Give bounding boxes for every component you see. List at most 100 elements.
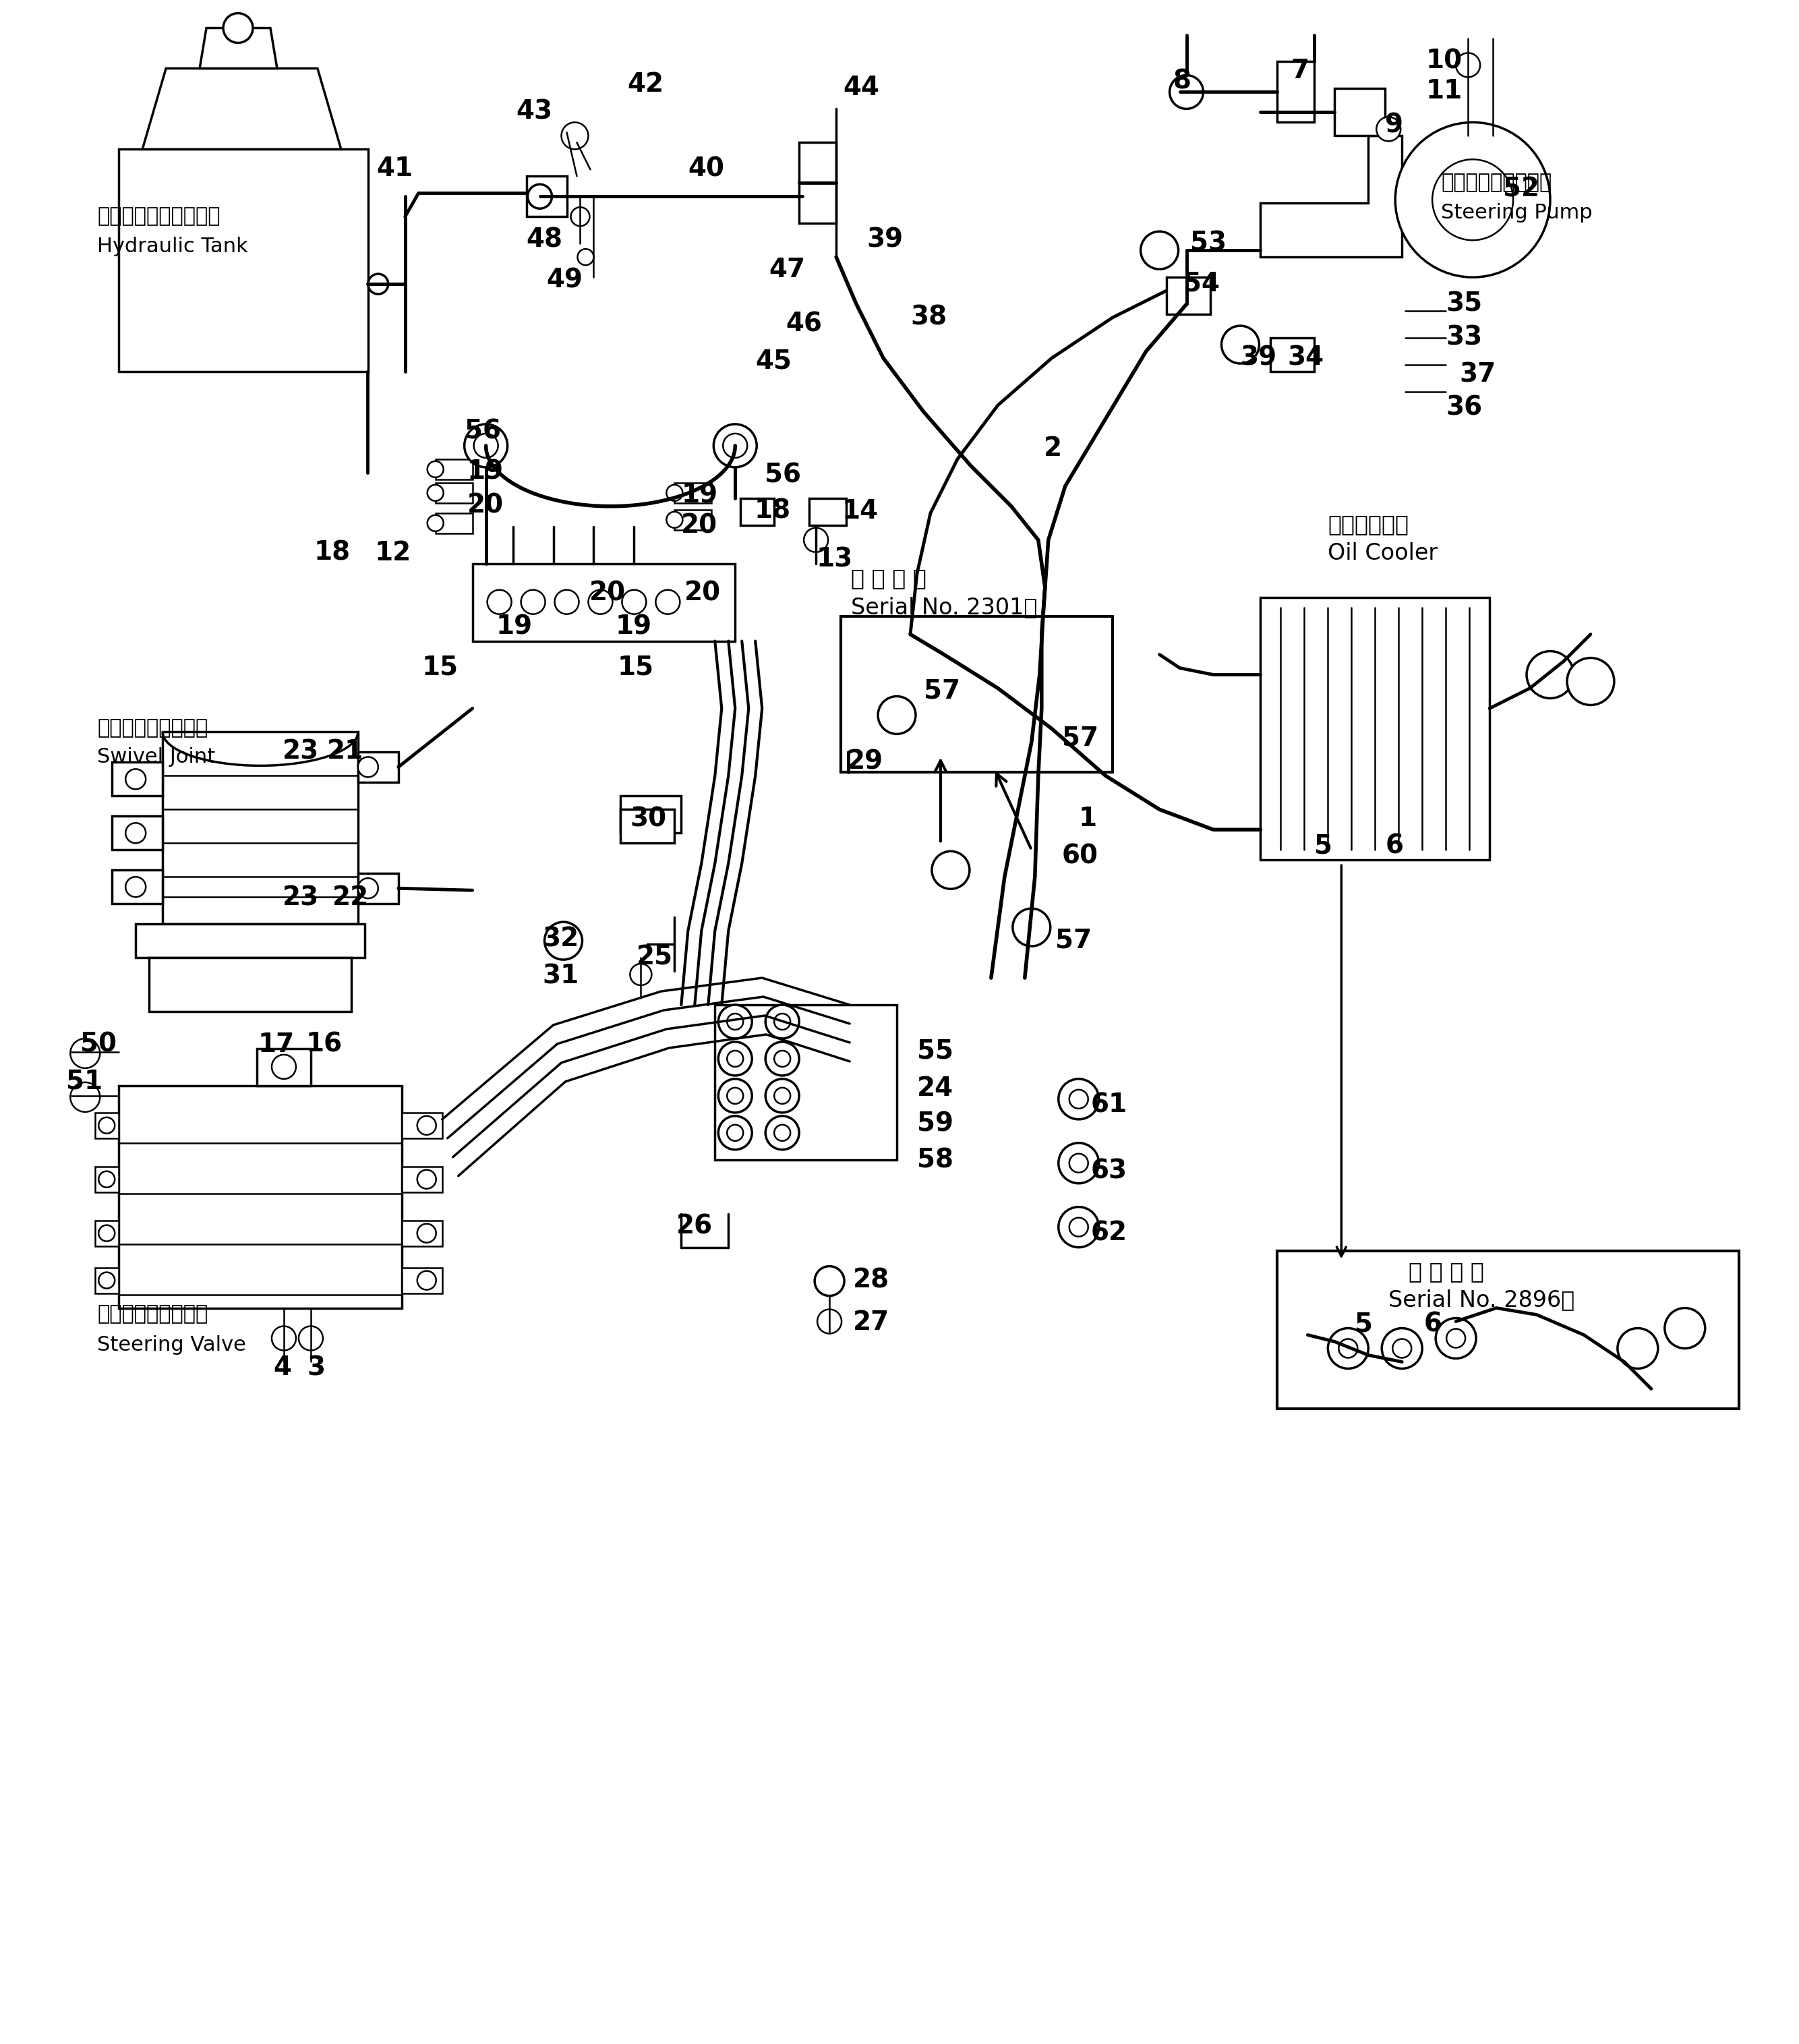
Text: ステアリングポンプ: ステアリングポンプ: [1441, 174, 1553, 192]
Circle shape: [765, 1116, 799, 1149]
Circle shape: [1396, 123, 1551, 278]
Bar: [840, 615, 1112, 773]
Bar: [1166, 278, 1211, 315]
Circle shape: [417, 1169, 435, 1190]
Text: 26: 26: [676, 1214, 712, 1239]
Circle shape: [99, 1271, 115, 1288]
Text: 12: 12: [374, 540, 412, 566]
Text: 57: 57: [1061, 726, 1099, 750]
Circle shape: [878, 697, 916, 734]
Text: 32: 32: [543, 926, 579, 953]
Text: 18: 18: [315, 540, 351, 566]
Circle shape: [1013, 908, 1051, 946]
Text: 49: 49: [547, 268, 583, 292]
Text: 57: 57: [1054, 928, 1092, 953]
Circle shape: [369, 274, 389, 294]
Text: 53: 53: [1189, 231, 1227, 256]
Text: 19: 19: [468, 460, 504, 484]
Text: Oil Cooler: Oil Cooler: [1328, 542, 1437, 564]
Bar: [1261, 597, 1490, 861]
Text: 58: 58: [917, 1147, 953, 1173]
Bar: [119, 1085, 401, 1308]
Text: Swivel Joint: Swivel Joint: [97, 748, 216, 766]
Text: 52: 52: [1502, 176, 1540, 202]
Circle shape: [666, 511, 682, 527]
Circle shape: [718, 1042, 752, 1075]
Circle shape: [1069, 1089, 1088, 1108]
Bar: [112, 816, 162, 850]
Circle shape: [774, 1051, 790, 1067]
Circle shape: [1392, 1339, 1412, 1357]
Circle shape: [727, 1051, 743, 1067]
Text: 48: 48: [527, 227, 563, 251]
Circle shape: [1527, 652, 1574, 699]
Text: 27: 27: [853, 1310, 889, 1335]
Bar: [741, 499, 774, 525]
Text: 39: 39: [1240, 345, 1277, 370]
Circle shape: [932, 850, 970, 889]
Circle shape: [464, 423, 507, 468]
Circle shape: [99, 1171, 115, 1188]
Text: 54: 54: [1184, 270, 1220, 296]
Circle shape: [666, 484, 682, 501]
Circle shape: [630, 963, 651, 985]
Text: 23: 23: [282, 885, 318, 910]
Text: 4: 4: [273, 1355, 291, 1382]
Text: 43: 43: [516, 98, 552, 125]
Circle shape: [561, 123, 588, 149]
Bar: [714, 1006, 898, 1159]
Bar: [162, 732, 358, 924]
Circle shape: [1567, 658, 1614, 705]
Bar: [435, 460, 473, 480]
Text: 11: 11: [1425, 78, 1463, 104]
Text: 17: 17: [259, 1032, 295, 1057]
Bar: [527, 176, 567, 217]
Bar: [257, 1049, 311, 1085]
Circle shape: [1141, 231, 1178, 270]
Text: 50: 50: [81, 1032, 117, 1057]
Text: 56: 56: [464, 419, 500, 444]
Text: 34: 34: [1288, 345, 1324, 370]
Circle shape: [554, 591, 579, 613]
Text: オイルクーラ: オイルクーラ: [1328, 513, 1409, 536]
Text: 42: 42: [628, 72, 664, 98]
Text: 19: 19: [497, 613, 533, 640]
Circle shape: [272, 1327, 297, 1351]
Text: 8: 8: [1173, 67, 1191, 94]
Circle shape: [718, 1079, 752, 1112]
Text: 19: 19: [615, 613, 651, 640]
Circle shape: [527, 184, 552, 208]
Circle shape: [1338, 1339, 1358, 1357]
Text: 45: 45: [756, 347, 792, 374]
Text: 適 用 号 機: 適 用 号 機: [851, 566, 926, 589]
Text: 36: 36: [1446, 394, 1482, 421]
Circle shape: [428, 515, 444, 531]
Circle shape: [1058, 1079, 1099, 1120]
Circle shape: [774, 1087, 790, 1104]
Text: 14: 14: [842, 499, 878, 523]
Bar: [149, 959, 351, 1012]
Circle shape: [358, 879, 378, 899]
Text: 24: 24: [917, 1075, 953, 1102]
Circle shape: [299, 1327, 322, 1351]
Text: 15: 15: [423, 654, 459, 681]
Bar: [1277, 61, 1315, 123]
Text: Serial No. 2896～: Serial No. 2896～: [1389, 1290, 1574, 1312]
Circle shape: [765, 1079, 799, 1112]
Text: 35: 35: [1446, 290, 1482, 317]
Circle shape: [126, 769, 146, 789]
Circle shape: [223, 12, 254, 43]
Circle shape: [70, 1038, 101, 1069]
Bar: [401, 1167, 443, 1192]
Text: 57: 57: [923, 679, 961, 703]
Text: 20: 20: [468, 493, 504, 519]
Text: 6: 6: [1385, 834, 1403, 858]
Circle shape: [804, 527, 828, 552]
Polygon shape: [142, 67, 342, 149]
Circle shape: [417, 1224, 435, 1243]
Text: 63: 63: [1090, 1159, 1128, 1183]
Circle shape: [570, 206, 590, 227]
Circle shape: [727, 1014, 743, 1030]
Circle shape: [815, 1265, 844, 1296]
Circle shape: [1617, 1329, 1659, 1369]
